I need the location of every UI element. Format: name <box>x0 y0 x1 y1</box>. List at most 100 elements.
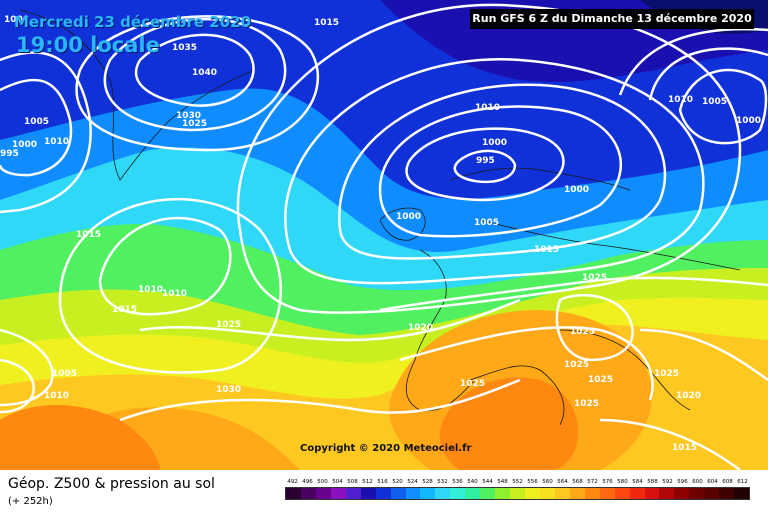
scale-label: 492 <box>287 479 298 485</box>
isobar-label: 995 <box>476 156 495 166</box>
scale-label: 500 <box>317 479 328 485</box>
isobar-label: 1005 <box>24 117 49 127</box>
isobar-labels: 1015 1035 1040 1030 1025 1005 1000 995 1… <box>0 15 761 453</box>
isobar-label: 1010 <box>44 391 69 401</box>
scale-swatch <box>569 488 585 499</box>
isobar-label: 1025 <box>570 327 595 337</box>
isobar-label: 1035 <box>172 43 197 53</box>
isobar-1015 <box>236 3 742 314</box>
scale-swatch <box>584 488 600 499</box>
forecast-date: Mercredi 23 décembre 2020 <box>14 13 252 31</box>
scandinavia-coast <box>449 167 631 191</box>
scale-label: 604 <box>707 479 718 485</box>
isobar-label: 1000 <box>12 140 37 150</box>
scale-label: 524 <box>407 479 418 485</box>
isobar-label: 1010 <box>475 103 500 113</box>
isobar-1015-east <box>599 418 741 470</box>
product-title: Géop. Z500 & pression au sol <box>8 476 215 492</box>
isobar-1010-sw <box>0 358 35 414</box>
field-deep-orange <box>0 405 160 470</box>
isobar-label: 1015 <box>76 230 101 240</box>
isobar-label: 1005 <box>474 218 499 228</box>
scale-swatch <box>315 488 331 499</box>
isobar-label: 1000 <box>396 212 421 222</box>
scale-label: 544 <box>482 479 493 485</box>
scale-label: 520 <box>392 479 403 485</box>
isobar-label: 1025 <box>582 273 607 283</box>
isobar-label: 1005 <box>52 369 77 379</box>
isobar-label: 1010 <box>162 289 187 299</box>
scale-label: 528 <box>422 479 433 485</box>
scale-label: 592 <box>662 479 673 485</box>
scale-swatch <box>375 488 391 499</box>
isobar-1005-sw <box>0 328 54 407</box>
isobar-label: 1030 <box>216 385 241 395</box>
scale-label: 596 <box>677 479 688 485</box>
scale-swatch <box>465 488 481 499</box>
isobar-1000-b <box>378 105 622 238</box>
isobar-1030-line <box>119 378 521 422</box>
scale-swatch <box>614 488 630 499</box>
scale-label: 560 <box>542 479 553 485</box>
scale-swatch <box>734 488 750 499</box>
isobar-1030 <box>75 15 320 152</box>
scale-swatch <box>510 488 525 499</box>
scale-label: 612 <box>737 479 748 485</box>
scale-swatch <box>674 488 690 499</box>
isobar-1025-line <box>139 298 521 342</box>
scale-swatch <box>300 488 316 499</box>
color-scale-swatches <box>285 487 750 500</box>
scale-label: 532 <box>437 479 448 485</box>
isobar-1010-mid <box>98 216 232 316</box>
scale-label: 600 <box>692 479 703 485</box>
scale-label: 504 <box>332 479 343 485</box>
scale-swatch <box>525 488 540 499</box>
isobar-label: 1025 <box>574 399 599 409</box>
isobar-1010-ne <box>618 27 768 96</box>
isobar-label: 1015 <box>534 245 559 255</box>
isobar-label: 1030 <box>176 111 201 121</box>
color-scale-legend: 492 496 500 504 508 512 516 520 524 528 532 536 540 5… <box>285 479 750 500</box>
map-footer: Géop. Z500 & pression au sol (+ 252h) 49… <box>0 470 768 512</box>
scale-swatch <box>390 488 406 499</box>
isobar-label: 1025 <box>654 369 679 379</box>
scale-swatch <box>450 488 466 499</box>
isobar-1020-east <box>639 328 768 382</box>
isobar-1035 <box>103 17 287 132</box>
scale-label: 548 <box>497 479 508 485</box>
scale-label: 512 <box>362 479 373 485</box>
forecast-local-time: 19:00 locale <box>16 33 160 57</box>
isobar-label: 1005 <box>702 97 727 107</box>
scale-swatch <box>495 488 511 499</box>
scale-swatch <box>689 488 705 499</box>
scale-label: 588 <box>647 479 658 485</box>
scale-label: 536 <box>452 479 463 485</box>
isobar-1015-mid <box>58 198 282 374</box>
isobar-label: 1010 <box>44 137 69 147</box>
scale-label: 564 <box>557 479 568 485</box>
scale-swatch <box>330 488 346 499</box>
isobars <box>0 3 768 470</box>
isobar-label: 1010 <box>668 95 693 105</box>
isobar-1025-med <box>399 326 654 401</box>
color-scale-labels: 492 496 500 504 508 512 516 520 524 528 532 536 540 5… <box>285 479 750 485</box>
scale-label: 580 <box>617 479 628 485</box>
copyright-notice: Copyright © 2020 Meteociel.fr <box>300 443 472 454</box>
scale-label: 496 <box>302 479 313 485</box>
isobar-label: 1000 <box>4 15 29 25</box>
scale-swatch <box>420 488 436 499</box>
weather-map: 1015 1035 1040 1030 1025 1005 1000 995 1… <box>0 0 768 470</box>
scale-swatch <box>405 488 421 499</box>
europe-border <box>479 219 741 271</box>
isobar-label: 1025 <box>216 320 241 330</box>
greenland-coast <box>19 9 256 181</box>
balkans-coast <box>559 329 691 411</box>
scale-swatch <box>480 488 496 499</box>
scale-swatch <box>286 488 301 499</box>
isobar-1025-balkan <box>555 293 634 362</box>
isobar-1010-west <box>0 78 73 177</box>
scale-swatch <box>539 488 555 499</box>
isobar-1040 <box>134 33 255 107</box>
scale-label: 508 <box>347 479 358 485</box>
isobar-label: 1025 <box>564 360 589 370</box>
